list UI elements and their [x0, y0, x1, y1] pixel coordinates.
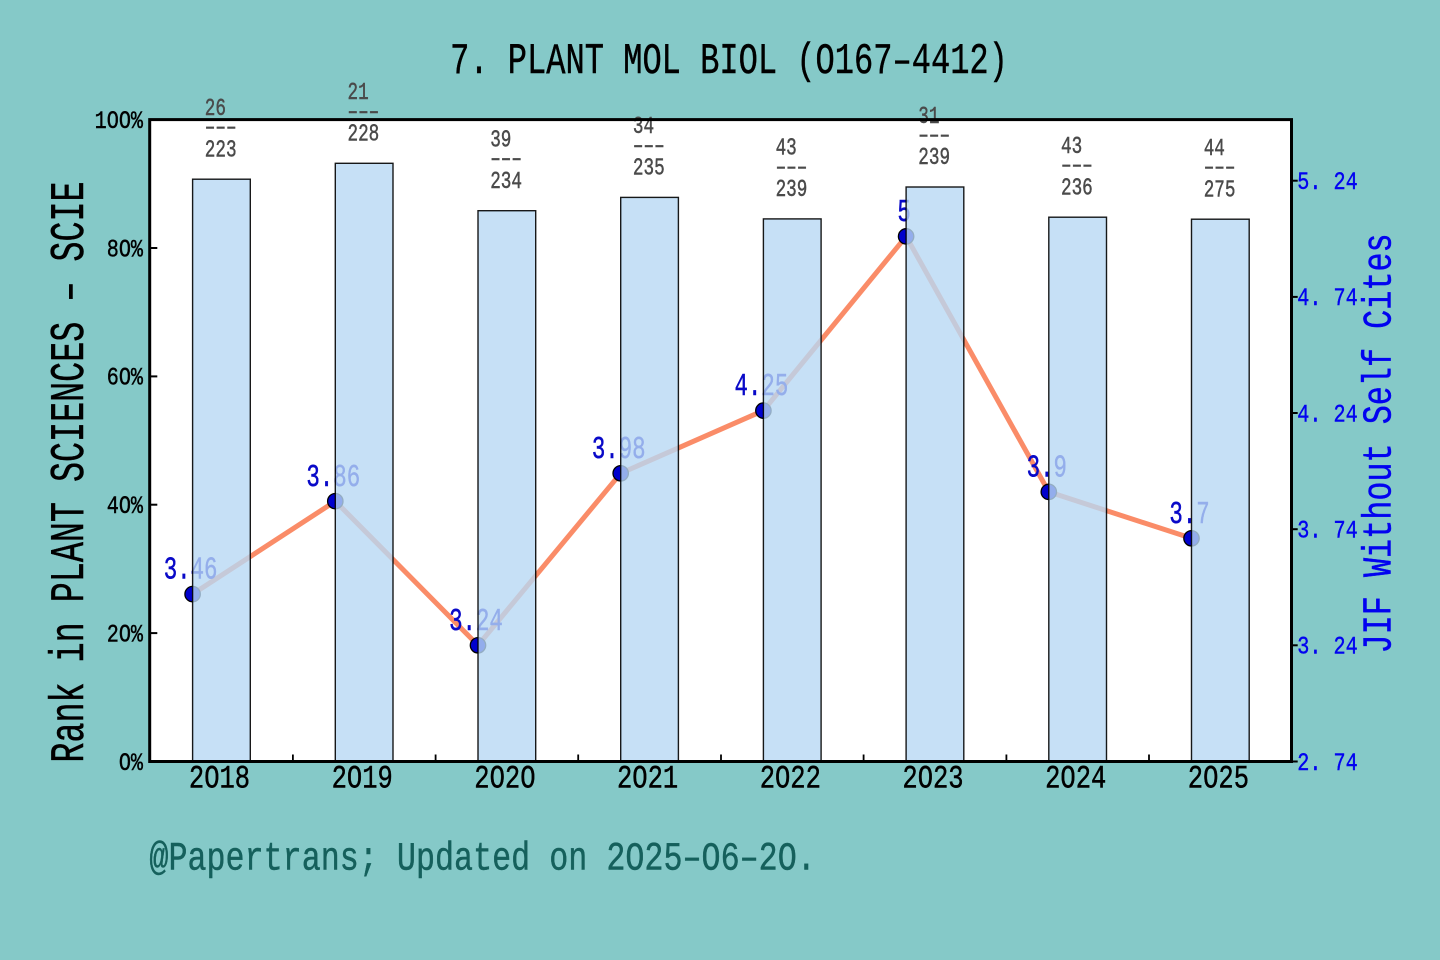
svg-text:235: 235 — [633, 155, 665, 182]
svg-text:4O%: 4O% — [107, 492, 144, 521]
svg-text:2O25: 2O25 — [1188, 761, 1249, 798]
svg-text:43: 43 — [776, 135, 797, 162]
svg-text:@Papertrans; Updated on 2O25–O: @Papertrans; Updated on 2O25–O6–2O. — [149, 836, 815, 881]
svg-text:2O%: 2O% — [107, 620, 144, 649]
svg-text:275: 275 — [1204, 177, 1236, 204]
svg-text:6O%: 6O% — [107, 364, 144, 393]
svg-text:Rank in PLANT SCIENCES – SCIE: Rank in PLANT SCIENCES – SCIE — [42, 181, 98, 762]
svg-text:2. 74: 2. 74 — [1297, 749, 1357, 778]
svg-text:26: 26 — [205, 96, 226, 123]
svg-text:–––: ––– — [348, 99, 380, 126]
svg-text:JIF Without Self Cites: JIF Without Self Cites — [1357, 233, 1404, 653]
svg-text:1OO%: 1OO% — [95, 107, 144, 136]
svg-text:2O21: 2O21 — [617, 761, 678, 798]
svg-text:239: 239 — [776, 177, 808, 204]
svg-text:2O22: 2O22 — [760, 761, 821, 798]
svg-text:223: 223 — [205, 137, 237, 164]
svg-text:–––: ––– — [1061, 153, 1093, 180]
svg-text:239: 239 — [918, 145, 950, 172]
svg-text:2O2O: 2O2O — [474, 761, 535, 798]
svg-text:228: 228 — [348, 121, 380, 148]
svg-text:4. 74: 4. 74 — [1297, 284, 1357, 313]
svg-text:2O23: 2O23 — [902, 761, 963, 798]
svg-text:3. 74: 3. 74 — [1297, 517, 1357, 546]
svg-text:–––: ––– — [633, 133, 665, 160]
svg-text:2O24: 2O24 — [1045, 761, 1106, 798]
svg-text:–––: ––– — [490, 146, 522, 173]
svg-text:234: 234 — [490, 168, 522, 195]
svg-text:O%: O% — [119, 749, 143, 778]
svg-text:–––: ––– — [776, 154, 808, 181]
svg-text:–––: ––– — [918, 123, 950, 150]
svg-text:21: 21 — [348, 80, 369, 107]
svg-text:2O19: 2O19 — [332, 761, 393, 798]
svg-text:7. PLANT MOL BIOL (O167–4412): 7. PLANT MOL BIOL (O167–4412) — [450, 36, 1008, 86]
svg-text:5. 24: 5. 24 — [1297, 168, 1357, 197]
svg-text:–––: ––– — [1204, 155, 1236, 182]
svg-text:31: 31 — [918, 103, 939, 130]
svg-text:236: 236 — [1061, 175, 1093, 202]
svg-text:3. 24: 3. 24 — [1297, 633, 1357, 662]
svg-text:43: 43 — [1061, 134, 1082, 161]
svg-text:4. 24: 4. 24 — [1297, 400, 1357, 429]
svg-text:39: 39 — [490, 127, 511, 154]
svg-text:8O%: 8O% — [107, 235, 144, 264]
svg-text:44: 44 — [1204, 136, 1225, 163]
svg-text:2O18: 2O18 — [189, 761, 250, 798]
